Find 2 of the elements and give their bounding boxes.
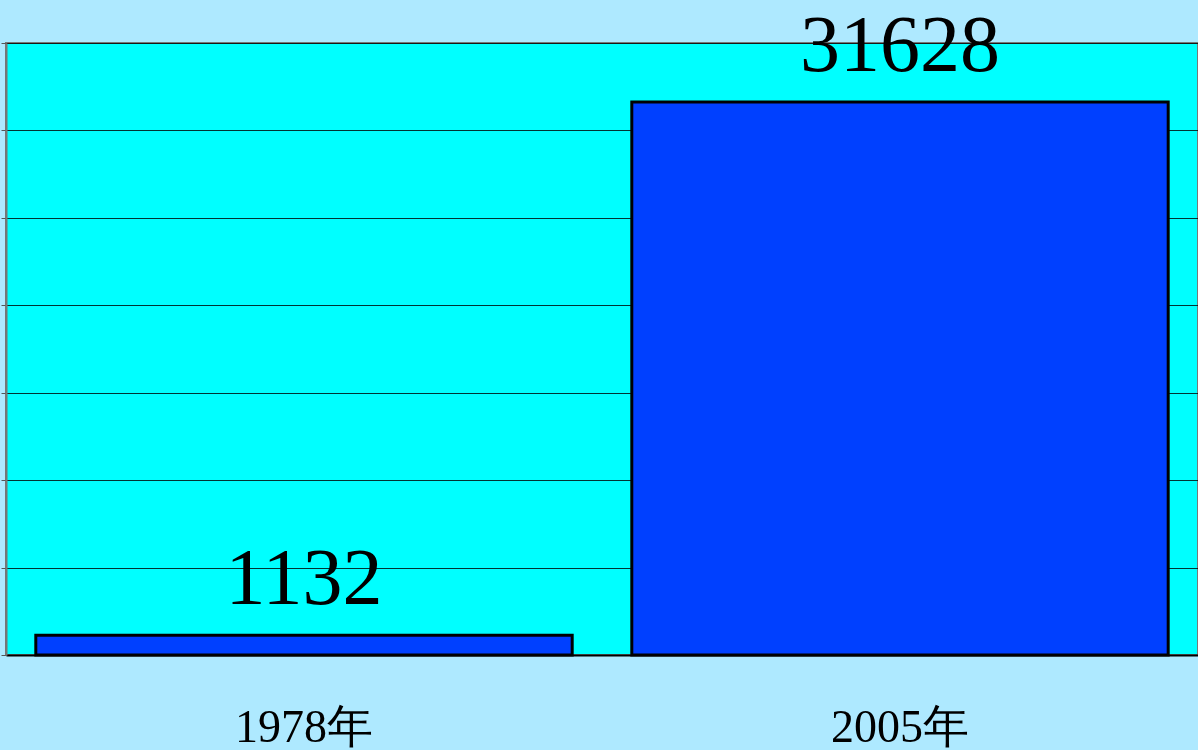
x-tick-label: 2005年 [831,700,969,750]
x-tick-label: 1978年 [235,700,373,750]
